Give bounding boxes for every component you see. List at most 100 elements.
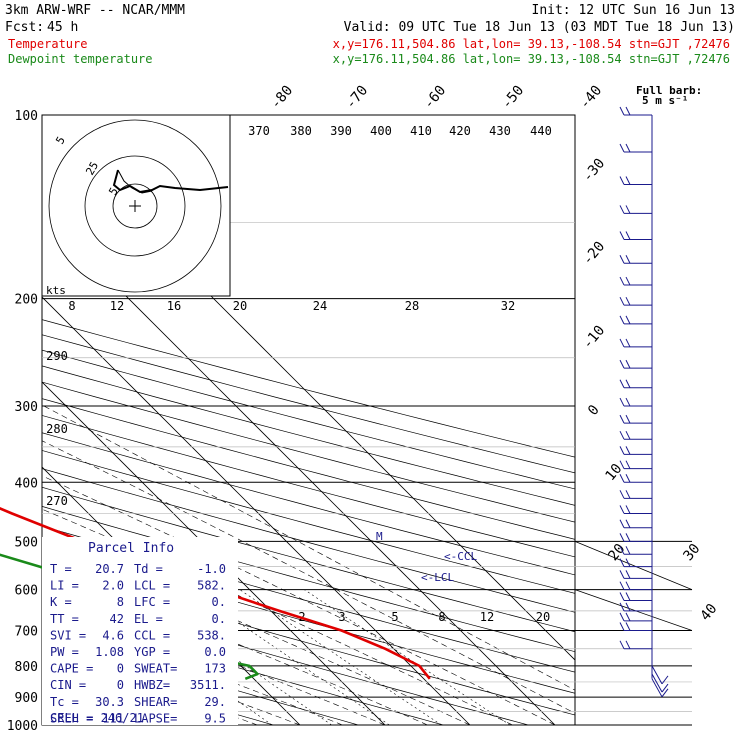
wind-barb-flag [625, 205, 631, 214]
wind-barb-flag [619, 143, 625, 153]
parcel-value: 29. [204, 695, 226, 709]
parcel-value: 30.3 [95, 695, 124, 709]
mixing-ratio-label: 3 [338, 610, 345, 624]
wind-barb-flag [625, 622, 631, 631]
parcel-key: SHEAR= [134, 695, 177, 709]
theta-label-top: 400 [370, 124, 392, 138]
pressure-tick-labels: 100 200 300 400 500 600 700 800 900 1000 [7, 109, 38, 734]
parcel-key: SWEAT= [134, 662, 177, 676]
hodograph-scale-label: 28 [405, 299, 419, 313]
wind-barb-flag [625, 546, 631, 555]
wind-barb-flag [619, 570, 625, 579]
wind-barb-flag [625, 533, 631, 542]
parcel-value: 0 [117, 662, 124, 676]
parcel-value: -1.0 [197, 562, 226, 576]
parcel-value: 0. [212, 595, 226, 609]
wind-barb-flag [625, 581, 631, 590]
parcel-value: 173 [204, 662, 226, 676]
wind-barb-flag [619, 397, 625, 407]
wind-barb-flag [619, 106, 625, 116]
parcel-key: T = [50, 562, 72, 576]
parcel-key: CCL = [134, 628, 170, 642]
hodograph-scale-label: 20 [233, 299, 247, 313]
parcel-info-bg [42, 537, 238, 725]
wind-barb [651, 673, 663, 693]
wind-barb-flag [619, 205, 625, 214]
isotherm-label: -30 [580, 156, 609, 186]
theta-label-top: 380 [290, 124, 312, 138]
isotherm [42, 381, 386, 725]
theta-label-left: 280 [46, 422, 68, 436]
parcel-key: LFC = [134, 595, 170, 609]
wind-barb-flag [625, 255, 631, 264]
theta-label-top: 440 [530, 124, 552, 138]
pressure-tick-700: 700 [15, 625, 38, 640]
isotherm [42, 296, 471, 725]
hodograph-scale-label: 32 [501, 299, 515, 313]
parcel-key: Td = [134, 562, 163, 576]
wind-barb-flag [625, 414, 631, 424]
wind-barb-flag [625, 570, 631, 579]
wind-barb-flag [619, 519, 625, 529]
wind-barb-flag [619, 640, 625, 650]
theta-label-top: 370 [248, 124, 270, 138]
legend-dewpoint: Dewpoint temperature [8, 52, 153, 66]
isotherm-label: 30 [680, 541, 703, 564]
mixing-ratio-label: 8 [438, 610, 445, 624]
wind-barb-flag [625, 505, 631, 514]
fcst-value: 45 h [47, 20, 78, 35]
wind-barb-flag [619, 581, 625, 590]
wind-barb-flag [619, 622, 625, 631]
parcel-key: TT = [50, 612, 79, 626]
init-time: Init: 12 UTC Sun 16 Jun 13 [532, 3, 736, 18]
hodograph-units: kts [46, 284, 66, 297]
wind-barb-flag [625, 379, 631, 388]
parcel-value: 8 [117, 595, 124, 609]
wind-barb-flag [661, 683, 669, 693]
wind-barb-flag [625, 519, 631, 529]
parcel-value: 582. [197, 579, 226, 593]
parcel-value: 111 [102, 711, 124, 725]
wind-barb-flag [625, 143, 631, 153]
hodograph-trace [112, 169, 229, 194]
wind-barb-flag [619, 490, 625, 499]
theta-label-top: 390 [330, 124, 352, 138]
isotherm-label: -60 [421, 83, 450, 113]
isotherm-label: -50 [499, 83, 528, 113]
pressure-tick-200: 200 [15, 293, 38, 308]
isotherm-label: -10 [580, 323, 609, 353]
pressure-tick-1000: 1000 [7, 719, 38, 734]
isotherm-label: -20 [580, 239, 609, 269]
wind-barb-flag [619, 231, 625, 240]
wind-barb [651, 678, 663, 698]
parcel-key: LCL = [134, 579, 170, 593]
wind-barb-flag [661, 675, 669, 685]
parcel-value: 1.08 [95, 645, 124, 659]
legend-dewpoint-location: x,y=176.11,504.86 lat,lon= 39.13,-108.54… [333, 52, 730, 66]
pressure-tick-600: 600 [15, 584, 38, 599]
theta-label-top: 430 [489, 124, 511, 138]
parcel-key: Tc = [50, 695, 79, 709]
pressure-tick-800: 800 [15, 660, 38, 675]
isotherm-label: 20 [605, 541, 628, 564]
parcel-key: YGP = [134, 645, 170, 659]
parcel-value: 0 [117, 678, 124, 692]
wind-barb-flag [619, 558, 625, 567]
wind-barb-flag [661, 688, 669, 698]
parcel-key: CAPE = [50, 662, 93, 676]
mixing-ratio-label: 20 [536, 610, 550, 624]
wind-barb-flag [625, 338, 631, 348]
wind-barb [651, 665, 663, 685]
wind-barb-flag [625, 315, 631, 325]
hodograph-inner [117, 169, 153, 194]
isotherm-label: -80 [268, 83, 297, 113]
parcel-value: 4.6 [102, 628, 124, 642]
valid-time: Valid: 09 UTC Tue 18 Jun 13 (03 MDT Tue … [344, 20, 735, 35]
wind-barb-flag [625, 490, 631, 499]
theta-label-left: 270 [46, 494, 68, 508]
model-title: 3km ARW-WRF -- NCAR/MMM [5, 3, 185, 18]
wind-barb-flag [625, 176, 631, 185]
wind-barb-flag [619, 612, 625, 622]
isotherm-40-ext [574, 589, 693, 631]
